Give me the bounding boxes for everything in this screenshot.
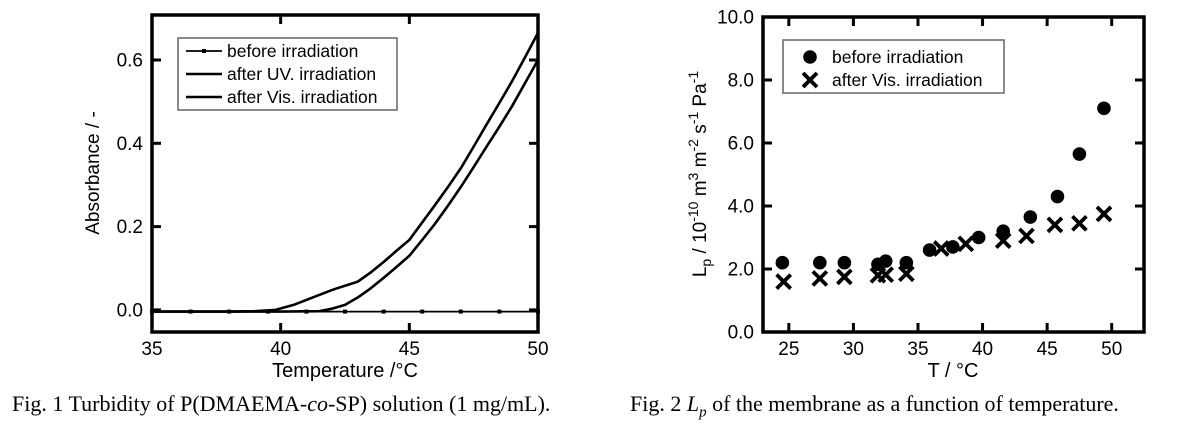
fig1-turbidity-legend-dot-marker <box>202 49 206 53</box>
fig1-caption-text-2: -SP) solution (1 mg/mL). <box>327 391 551 416</box>
fig2-lp-chart: 25 30 35 40 45 50 0.0 2.0 4.0 6.0 8.0 10.0 T / °C Lp … <box>685 8 1146 382</box>
fig2-caption-symbol: L <box>686 391 700 416</box>
fig2-lp-series-before-irradiation-point <box>813 255 827 270</box>
fig2-lp-x-axis-title: T / °C <box>928 360 979 382</box>
fig1-turbidity-y-axis-title: Absorbance / - <box>83 111 104 235</box>
fig2-lp-legend-circle-marker <box>803 50 817 64</box>
fig2-caption: Fig. 2 Lp of the membrane as a function … <box>630 391 1119 421</box>
fig2-lp-y-tick-label: 8.0 <box>728 71 754 92</box>
fig1-turbidity-series-before-irradiation-point <box>343 309 347 314</box>
fig2-lp-x-tick-label: 25 <box>778 339 799 360</box>
fig2-lp-x-tick-label: 45 <box>1037 339 1058 360</box>
fig1-turbidity-y-tick-label: 0.6 <box>117 50 143 71</box>
fig1-turbidity-y-tick-label: 0.4 <box>117 134 144 155</box>
fig1-turbidity-x-tick-label: 35 <box>141 339 162 360</box>
fig1-turbidity-series-before-irradiation-point <box>420 309 425 314</box>
fig2-lp-series-after-vis-irradiation-point <box>1095 205 1113 223</box>
fig1-caption-italic: co <box>307 391 328 416</box>
fig2-lp-x-tick-label: 35 <box>907 339 928 360</box>
fig2-lp-series-after-vis-irradiation-point <box>877 266 895 284</box>
captions-row: Fig. 1 Turbidity of P(DMAEMA-co-SP) solu… <box>0 391 1200 437</box>
fig1-turbidity-series-before-irradiation-point <box>381 309 386 314</box>
fig2-caption-subscript: p <box>699 404 707 421</box>
fig2-lp-y-tick-label: 4.0 <box>728 197 754 218</box>
fig2-lp-series-after-vis-irradiation-point <box>898 265 915 283</box>
fig2-lp-series-after-vis-irradiation-point <box>775 273 793 290</box>
fig2-lp-legend-label: before irradiation <box>832 47 963 67</box>
fig2-lp-x-tick-label: 30 <box>843 339 864 360</box>
fig2-lp-legend-x-marker <box>801 71 819 89</box>
fig2-lp-y-tick-label: 2.0 <box>728 260 754 281</box>
fig2-lp-y-tick-label: 0.0 <box>728 323 754 344</box>
fig1-turbidity-x-tick-label: 50 <box>527 339 548 360</box>
fig1-turbidity-legend-label: after Vis. irradiation <box>227 87 377 107</box>
fig2-lp-x-tick-label: 40 <box>972 339 993 360</box>
fig2-lp-series-before-irradiation-point <box>922 243 937 257</box>
fig1-turbidity-series-before-irradiation-point <box>458 309 463 314</box>
fig2-lp-series-after-vis-irradiation-point <box>932 240 950 257</box>
fig2-lp-series-before-irradiation-point <box>1050 189 1065 204</box>
fig2-lp-series-after-vis-irradiation-point <box>1018 227 1035 245</box>
fig1-turbidity-y-tick-label: 0.2 <box>117 217 143 238</box>
fig1-turbidity-series-before-irradiation-point <box>536 309 540 314</box>
fig2-caption-text-2: of the membrane as a function of tempera… <box>706 391 1119 416</box>
fig1-turbidity-x-tick-label: 40 <box>270 339 291 360</box>
fig2-lp-legend-box <box>782 39 1005 94</box>
fig2-lp-series-before-irradiation-point <box>837 255 852 270</box>
fig1-turbidity-series-before-irradiation-point <box>497 309 502 314</box>
fig2-lp-series-after-vis-irradiation-point <box>836 268 853 286</box>
fig2-lp-series-after-vis-irradiation-point <box>957 235 975 253</box>
fig2-lp-legend-label: after Vis. irradiation <box>832 70 982 90</box>
fig1-caption: Fig. 1 Turbidity of P(DMAEMA-co-SP) solu… <box>12 391 550 417</box>
fig2-lp-x-tick-label: 50 <box>1101 339 1122 360</box>
fig2-lp-series-before-irradiation-point <box>1097 101 1111 116</box>
fig2-lp-y-axis-title: Lp / 10-10 m3 m-2 s-1 Pa-1 <box>685 71 714 277</box>
fig2-lp-y-tick-label: 10.0 <box>717 8 754 29</box>
fig1-turbidity-series-after-uv-irradiation-line <box>152 32 540 313</box>
fig2-lp-series-before-irradiation-point <box>878 254 893 268</box>
fig2-lp-series-before-irradiation-point <box>775 255 790 270</box>
fig2-caption-text: Fig. 2 <box>630 391 687 416</box>
fig1-turbidity-chart: 35 40 45 50 0.0 0.2 0.4 0.6 Temperature /°C Absor… <box>83 13 549 382</box>
fig2-lp-series-after-vis-irradiation-point <box>1071 214 1088 232</box>
fig2-lp-series-after-vis-irradiation-point <box>994 232 1012 249</box>
charts-canvas: 35 40 45 50 0.0 0.2 0.4 0.6 Temperature /°C Absor… <box>83 8 1146 382</box>
fig1-turbidity-x-tick-label: 45 <box>399 339 420 360</box>
fig2-lp-series-before-irradiation-point <box>1072 147 1087 161</box>
fig1-turbidity-x-axis-title: Temperature /°C <box>272 360 418 382</box>
fig1-caption-text: Fig. 1 Turbidity of P(DMAEMA- <box>12 391 308 416</box>
fig2-lp-y-tick-label: 6.0 <box>728 134 754 155</box>
fig2-lp-series-after-vis-irradiation-point <box>811 270 829 287</box>
fig1-turbidity-y-tick-label: 0.0 <box>117 300 143 321</box>
fig2-lp-series-before-irradiation-point <box>971 230 986 245</box>
fig1-turbidity-legend-label: after UV. irradiation <box>227 64 376 84</box>
fig2-lp-series-before-irradiation-point <box>1023 210 1038 224</box>
fig2-lp-series-after-vis-irradiation-point <box>1046 216 1064 234</box>
fig1-turbidity-series-after-vis-irradiation-line <box>152 59 540 313</box>
fig1-turbidity-legend-label: before irradiation <box>227 41 358 61</box>
fig2-lp-series-before-irradiation-point <box>946 240 960 254</box>
fig2-lp-series-before-irradiation-point <box>899 255 914 270</box>
